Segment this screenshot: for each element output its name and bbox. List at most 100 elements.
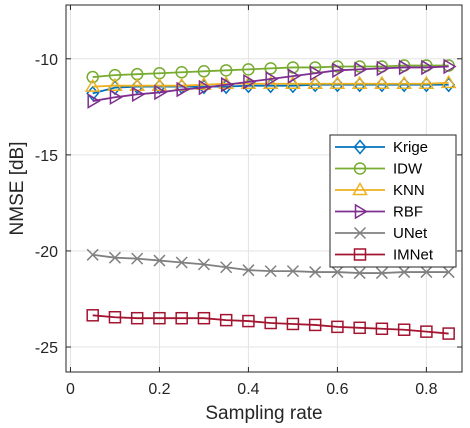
x-tick-label-2: 0.4	[237, 381, 259, 398]
data-point-rbf-7	[243, 74, 257, 90]
data-point-knn-16	[440, 74, 457, 89]
data-point-rbf-14	[398, 59, 413, 76]
legend-label-rbf: RBF	[393, 204, 423, 221]
x-axis-label: Sampling rate	[205, 403, 322, 424]
data-point-imnet-6	[219, 313, 233, 327]
axis-ticks: 0 0.2 0.4 0.6 0.8 -25 -20 -15 -10	[35, 5, 462, 398]
data-point-knn-1	[107, 77, 123, 91]
series-unet	[86, 248, 455, 280]
data-point-imnet-16	[442, 327, 455, 340]
data-point-unet-11	[331, 266, 344, 279]
x-tick-label-4: 0.8	[415, 381, 437, 398]
data-point-imnet-4	[175, 311, 188, 325]
data-point-imnet-12	[353, 321, 366, 335]
data-point-rbf-13	[376, 60, 390, 77]
legend-label-krige: Krige	[393, 139, 428, 156]
legend-marker-rbf	[354, 203, 368, 220]
data-point-rbf-6	[220, 76, 235, 93]
data-point-knn-5	[196, 76, 212, 90]
data-point-knn-14	[396, 75, 412, 90]
data-point-knn-10	[307, 75, 323, 90]
data-point-imnet-8	[264, 316, 277, 330]
y-tick-label-1: -20	[35, 244, 58, 261]
data-point-rbf-1	[109, 89, 123, 106]
series-line-krige	[92, 83, 449, 95]
data-point-unet-9	[286, 265, 299, 278]
data-point-knn-13	[374, 75, 390, 90]
plot-frame	[65, 4, 463, 373]
legend-label-knn: KNN	[393, 182, 425, 199]
legend-marker-krige	[353, 139, 367, 155]
data-point-idw-0	[86, 70, 99, 84]
y-tick-label-0: -25	[35, 340, 58, 357]
data-point-imnet-0	[86, 309, 99, 322]
data-point-idw-7	[242, 63, 255, 76]
data-point-imnet-10	[308, 318, 322, 332]
data-point-knn-3	[151, 77, 168, 91]
data-point-idw-8	[264, 62, 277, 75]
data-point-unet-0	[86, 248, 99, 261]
legend-marker-knn	[352, 182, 368, 196]
series-line-idw	[92, 64, 449, 78]
data-point-imnet-11	[331, 320, 344, 334]
legend-item-imnet: IMNet	[335, 247, 434, 264]
legend-label-imnet: IMNet	[393, 247, 434, 264]
legend-marker-idw	[353, 162, 367, 175]
data-point-imnet-5	[197, 311, 211, 325]
data-point-imnet-7	[242, 314, 255, 328]
series-rbf	[87, 58, 457, 109]
data-point-unet-14	[398, 266, 411, 279]
x-tick-label-0: 0	[66, 381, 75, 398]
data-point-knn-0	[84, 78, 101, 92]
legend-box	[329, 134, 457, 268]
series-line-knn	[92, 81, 449, 88]
data-point-unet-10	[309, 266, 322, 279]
data-point-knn-9	[285, 75, 301, 90]
series-line-imnet	[92, 314, 449, 335]
legend-item-knn: KNN	[335, 182, 425, 199]
data-point-imnet-15	[420, 325, 433, 338]
data-point-rbf-11	[332, 62, 346, 79]
data-point-unet-1	[108, 251, 121, 264]
data-point-unet-12	[353, 267, 366, 280]
data-point-knn-8	[262, 75, 279, 90]
data-point-unet-3	[153, 254, 166, 267]
data-point-rbf-3	[154, 84, 168, 101]
series-layer	[84, 58, 457, 340]
data-point-imnet-13	[375, 322, 389, 336]
data-point-rbf-5	[198, 79, 212, 96]
data-point-knn-11	[329, 75, 346, 90]
x-tick-label-3: 0.6	[326, 381, 348, 398]
data-point-unet-5	[197, 258, 210, 271]
data-point-imnet-9	[286, 317, 300, 331]
legend-item-unet: UNet	[335, 225, 428, 242]
y-tick-label-2: -15	[35, 148, 58, 165]
data-point-idw-11	[331, 60, 344, 73]
data-point-rbf-12	[354, 61, 368, 78]
legend-item-krige: Krige	[335, 139, 428, 156]
legend: Krige IDW KNN RBF UNet IMNet	[329, 134, 457, 268]
legend-item-rbf: RBF	[335, 204, 423, 221]
legend-label-idw: IDW	[393, 161, 423, 178]
legend-marker-unet	[353, 226, 367, 240]
data-point-unet-16	[442, 266, 455, 279]
data-point-imnet-1	[108, 310, 122, 324]
data-point-rbf-8	[265, 71, 279, 87]
data-point-rbf-16	[443, 58, 457, 75]
data-point-rbf-10	[309, 65, 324, 82]
data-point-imnet-3	[153, 311, 166, 325]
data-point-rbf-0	[87, 93, 101, 109]
data-point-knn-15	[418, 75, 435, 90]
data-point-unet-7	[242, 264, 255, 277]
data-point-imnet-14	[397, 323, 411, 336]
series-imnet	[86, 309, 455, 340]
data-point-idw-12	[353, 60, 366, 73]
data-point-unet-13	[375, 267, 388, 280]
legend-label-unet: UNet	[393, 225, 428, 242]
x-tick-label-1: 0.2	[148, 381, 170, 398]
data-point-imnet-2	[130, 311, 144, 325]
data-point-unet-4	[175, 256, 188, 269]
data-point-rbf-9	[287, 68, 301, 84]
data-point-unet-15	[420, 266, 433, 279]
